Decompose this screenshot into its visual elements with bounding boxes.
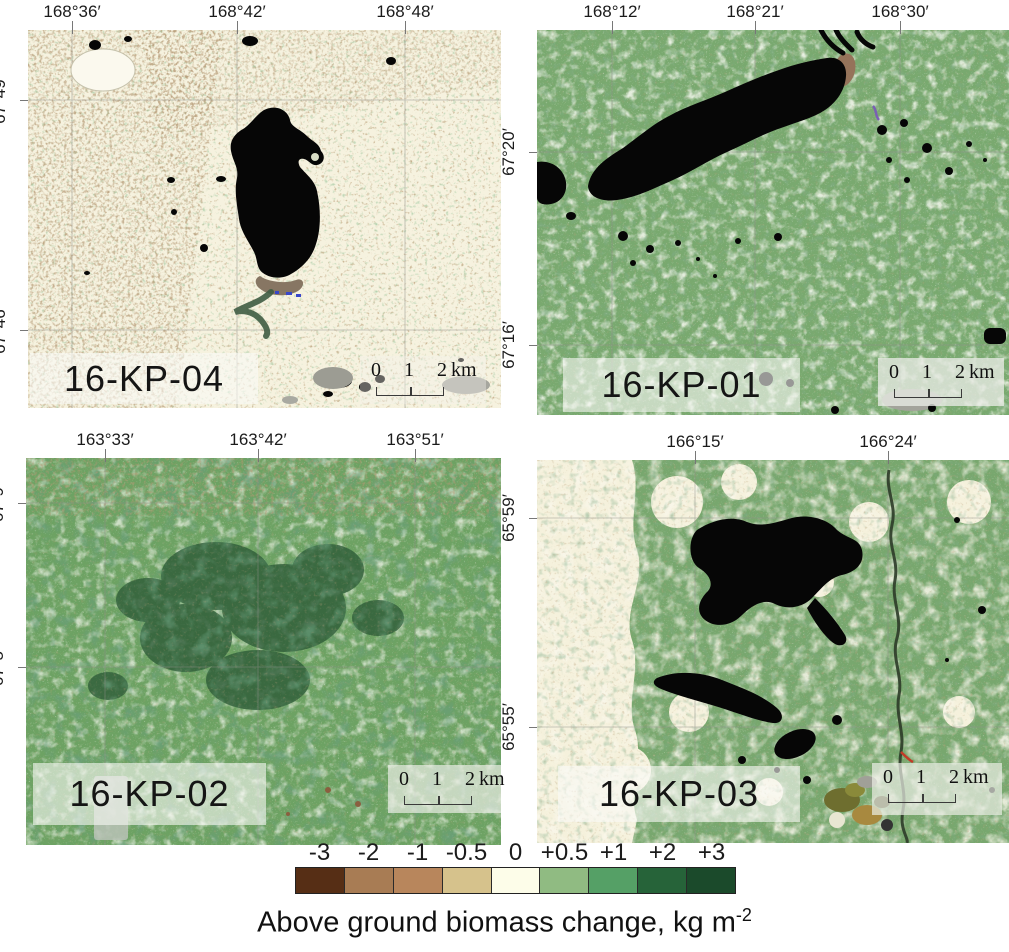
tick-mark: [888, 451, 889, 464]
map-image-16-kp-04: [28, 30, 501, 408]
tick-mark: [529, 152, 537, 153]
map-panel-16-kp-03: 166°15′ 166°24′ 65°59′ 65°55′ 16-KP-03 0…: [499, 432, 1009, 843]
tick-mark: [529, 518, 537, 519]
legend-tick: -1: [406, 839, 429, 866]
legend-swatch: [491, 868, 541, 893]
legend-swatch: [442, 868, 492, 893]
longitude-tick-label: 166°15′: [666, 432, 724, 451]
scale-bracket: [888, 794, 956, 803]
scale-number: 1: [432, 768, 442, 790]
latitude-tick-label: 67°16′: [499, 321, 518, 369]
scale-number: 2: [955, 361, 965, 383]
scale-bracket: [894, 389, 962, 398]
legend-swatch: [393, 868, 443, 893]
legend-tick: +3: [697, 839, 726, 866]
scale-number: 2: [437, 359, 447, 381]
legend-tick: -0.5: [445, 839, 488, 866]
scale-number: 0: [883, 766, 893, 788]
tick-mark: [405, 21, 406, 34]
legend: -3 -2 -1 -0.5 0 +0.5 +1 +2 +3: [295, 839, 736, 894]
tick-mark: [900, 21, 901, 34]
latitude-tick-label: 67°5′: [0, 647, 7, 687]
tick-mark: [258, 449, 259, 462]
scale-bracket: [404, 796, 472, 805]
scale-bracket: [376, 387, 444, 396]
scale-number: 2: [465, 768, 475, 790]
legend-swatch: [687, 868, 736, 893]
tick-mark: [695, 451, 696, 464]
longitude-tick-label: 168°12′: [583, 2, 641, 21]
longitude-tick-label: 168°21′: [726, 2, 784, 21]
latitude-tick-label: 65°55′: [499, 703, 518, 751]
legend-tick: +1: [599, 839, 628, 866]
tick-mark: [105, 449, 106, 462]
site-label: 16-KP-03: [558, 766, 800, 822]
tick-mark: [18, 503, 26, 504]
tick-mark: [612, 21, 613, 34]
latitude-tick-label: 67°9′: [0, 483, 7, 523]
legend-tick: 0: [508, 839, 523, 866]
tick-mark: [72, 21, 73, 34]
site-label: 16-KP-02: [33, 763, 266, 825]
legend-swatch: [589, 868, 639, 893]
legend-tick-labels: -3 -2 -1 -0.5 0 +0.5 +1 +2 +3: [295, 839, 736, 866]
tick-mark: [18, 667, 26, 668]
tick-mark: [20, 330, 28, 331]
legend-color-bar: [295, 867, 736, 894]
scale-unit: km: [451, 359, 477, 381]
scale-bar: 0 1 2 km: [388, 765, 505, 813]
caption-exponent: -2: [735, 905, 752, 925]
site-label: 16-KP-01: [563, 358, 800, 412]
longitude-tick-label: 168°30′: [871, 2, 929, 21]
scale-number: 1: [404, 359, 414, 381]
scale-bar: 0 1 2 km: [878, 358, 1004, 406]
longitude-tick-label: 163°33′: [76, 430, 134, 449]
scale-unit: km: [969, 361, 995, 383]
scale-number: 0: [399, 768, 409, 790]
legend-tick: -2: [357, 839, 380, 866]
legend-swatch: [296, 868, 345, 893]
legend-tick: +0.5: [540, 839, 589, 866]
legend-swatch: [638, 868, 688, 893]
scale-number: 1: [916, 766, 926, 788]
scale-number: 2: [949, 766, 959, 788]
map-image-16-kp-01: [537, 30, 1009, 415]
figure-caption: Above ground biomass change, kg m-2: [0, 905, 1009, 940]
longitude-tick-label: 168°48′: [376, 2, 434, 21]
map-panel-16-kp-01: 168°12′ 168°21′ 168°30′ 67°20′ 67°16′ 16…: [499, 2, 1009, 415]
longitude-tick-label: 168°42′: [208, 2, 266, 21]
map-panel-16-kp-02: 163°33′ 163°42′ 163°51′ 67°9′ 67°5′ 16-K…: [0, 430, 505, 845]
tick-mark: [415, 449, 416, 462]
scale-number: 1: [922, 361, 932, 383]
legend-swatch: [540, 868, 590, 893]
latitude-tick-label: 67°46′: [0, 306, 9, 354]
scale-number: 0: [371, 359, 381, 381]
scale-bar: 0 1 2 km: [360, 356, 486, 404]
longitude-tick-label: 163°51′: [386, 430, 444, 449]
tick-mark: [237, 21, 238, 34]
map-panel-16-kp-04: 168°36′ 168°42′ 168°48′ 67°49′ 67°46′ 16…: [0, 2, 501, 408]
scale-unit: km: [963, 766, 989, 788]
scale-unit: km: [479, 768, 505, 790]
scale-number: 0: [889, 361, 899, 383]
latitude-tick-label: 67°49′: [0, 76, 9, 124]
site-label: 16-KP-04: [30, 353, 258, 404]
longitude-tick-label: 163°42′: [229, 430, 287, 449]
latitude-tick-label: 67°20′: [499, 128, 518, 176]
longitude-tick-label: 166°24′: [859, 432, 917, 451]
caption-text: Above ground biomass change, kg m: [257, 906, 736, 939]
tick-mark: [755, 21, 756, 34]
longitude-tick-label: 168°36′: [43, 2, 101, 21]
legend-tick: -3: [308, 839, 331, 866]
tick-mark: [529, 727, 537, 728]
tick-mark: [20, 100, 28, 101]
latitude-tick-label: 65°59′: [499, 494, 518, 542]
scale-bar: 0 1 2 km: [872, 763, 1002, 815]
tick-mark: [529, 345, 537, 346]
legend-swatch: [344, 868, 394, 893]
legend-tick: +2: [648, 839, 677, 866]
